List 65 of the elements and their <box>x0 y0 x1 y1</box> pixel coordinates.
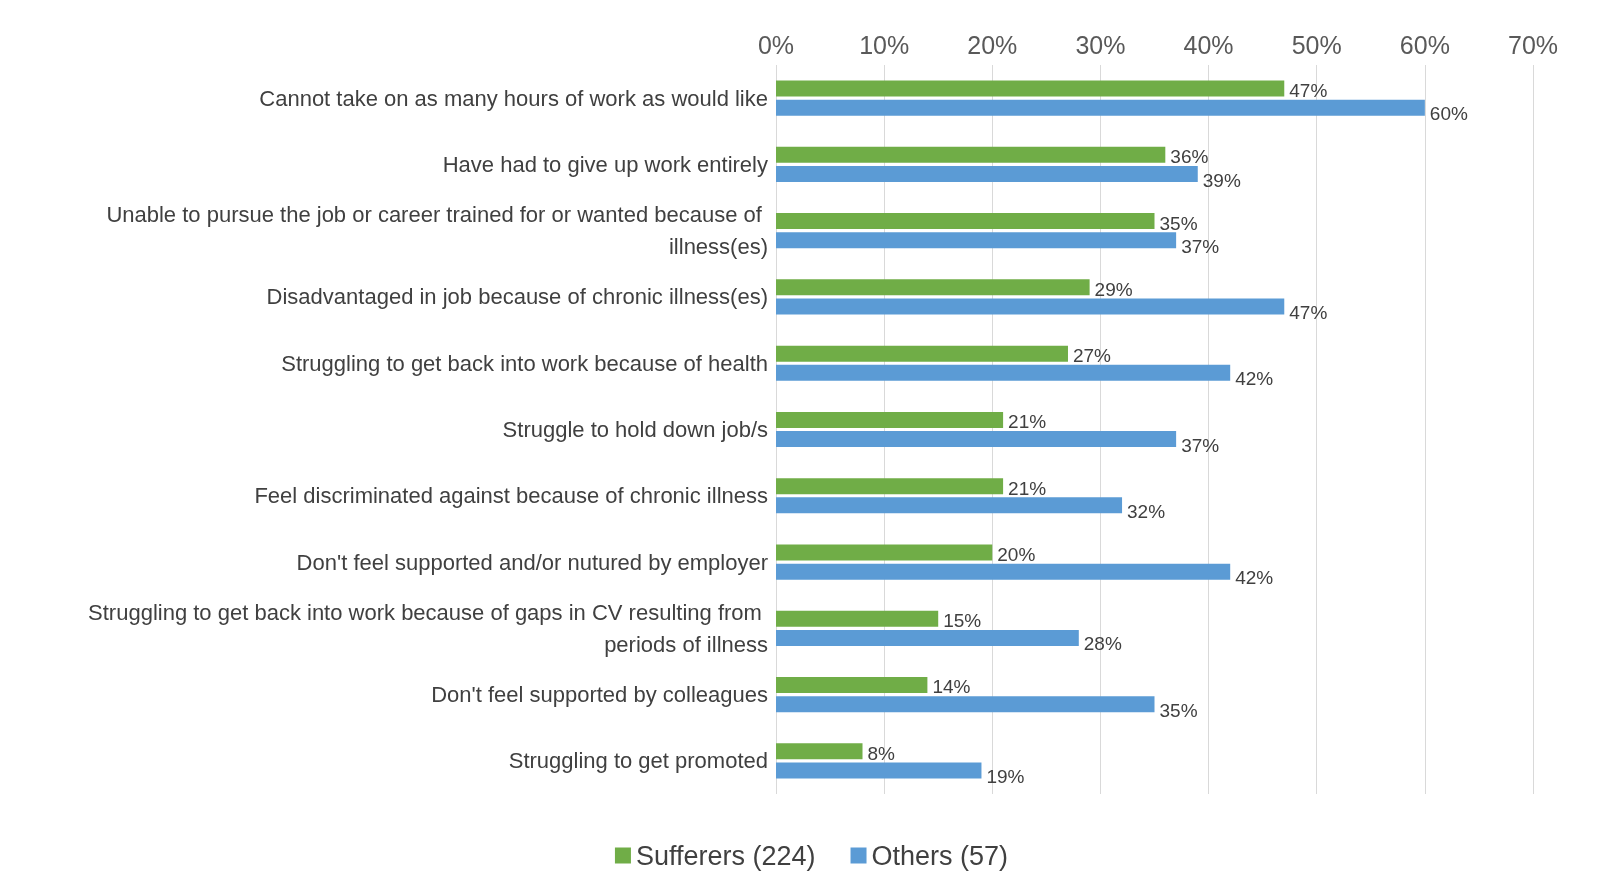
bar <box>776 364 1231 381</box>
data-label: 47% <box>1289 302 1328 324</box>
data-label: 29% <box>1094 278 1133 300</box>
bar <box>776 497 1123 514</box>
data-label: 14% <box>932 676 971 698</box>
bar <box>776 146 1166 163</box>
data-label: 15% <box>943 610 982 632</box>
y-tick-label: Struggling to get back into work because of gaps in CV resulting from periods of illness <box>88 599 768 657</box>
bar <box>776 676 928 693</box>
x-tick-label: 20% <box>967 30 1018 59</box>
y-tick-label: Struggle to hold down job/s <box>502 417 768 442</box>
bar <box>776 544 993 561</box>
data-label: 36% <box>1170 146 1209 168</box>
data-label: 35% <box>1159 212 1198 234</box>
data-label: 20% <box>997 543 1036 565</box>
bar <box>776 99 1425 116</box>
x-tick-label: 40% <box>1183 30 1234 59</box>
bar <box>776 610 939 627</box>
bar <box>776 563 1231 580</box>
y-tick-label: Don't feel supported by colleagues <box>431 682 768 708</box>
data-label: 42% <box>1235 368 1274 390</box>
data-label: 47% <box>1289 80 1328 102</box>
y-tick-label: Have had to give up work entirely <box>442 151 768 177</box>
bar <box>776 411 1004 428</box>
bar <box>776 298 1285 315</box>
x-tick-label: 50% <box>1291 30 1342 59</box>
data-label: 42% <box>1235 567 1274 589</box>
legend-label: Sufferers (224) <box>635 840 816 871</box>
x-tick-label: 60% <box>1399 30 1450 59</box>
bar <box>776 345 1068 362</box>
bar <box>776 232 1177 249</box>
data-label: 21% <box>1008 477 1047 499</box>
data-label: 60% <box>1429 103 1468 125</box>
legend-label: Others (57) <box>871 840 1009 871</box>
bar <box>776 478 1004 495</box>
bar <box>776 166 1198 183</box>
bar <box>776 279 1090 296</box>
x-tick-label: 0% <box>757 30 795 59</box>
y-tick-label: Feel discriminated against because of chronic illness <box>254 483 768 509</box>
data-label: 28% <box>1083 633 1122 655</box>
data-label: 35% <box>1159 699 1198 721</box>
bar <box>776 629 1079 646</box>
bar <box>776 431 1177 448</box>
y-tick-label: Cannot take on as many hours of work as would like <box>259 85 768 111</box>
bar <box>776 80 1285 97</box>
data-label: 21% <box>1008 411 1047 433</box>
data-label: 27% <box>1072 345 1112 367</box>
bar <box>776 696 1155 713</box>
x-tick-label: 10% <box>859 30 910 59</box>
data-label: 8% <box>867 742 896 764</box>
y-tick-label: Struggling to get promoted <box>508 748 768 774</box>
bar <box>776 213 1155 230</box>
data-label: 37% <box>1181 235 1220 257</box>
data-label: 19% <box>986 765 1025 787</box>
data-label: 39% <box>1202 169 1241 191</box>
bar <box>776 762 982 779</box>
data-label: 37% <box>1181 434 1220 456</box>
y-tick-label: Don't feel supported and/or nutured by employer <box>296 549 768 575</box>
x-tick-label: 30% <box>1075 30 1126 59</box>
y-tick-label: Struggling to get back into work because of health <box>281 350 768 376</box>
x-tick-label: 70% <box>1507 30 1559 59</box>
bar <box>776 743 863 760</box>
data-label: 32% <box>1127 500 1166 522</box>
y-tick-label: Disadvantaged in job because of chronic illness(es) <box>266 284 768 310</box>
y-tick-label: Unable to pursue the job or career trained for or wanted because of illness(es) <box>106 202 768 260</box>
